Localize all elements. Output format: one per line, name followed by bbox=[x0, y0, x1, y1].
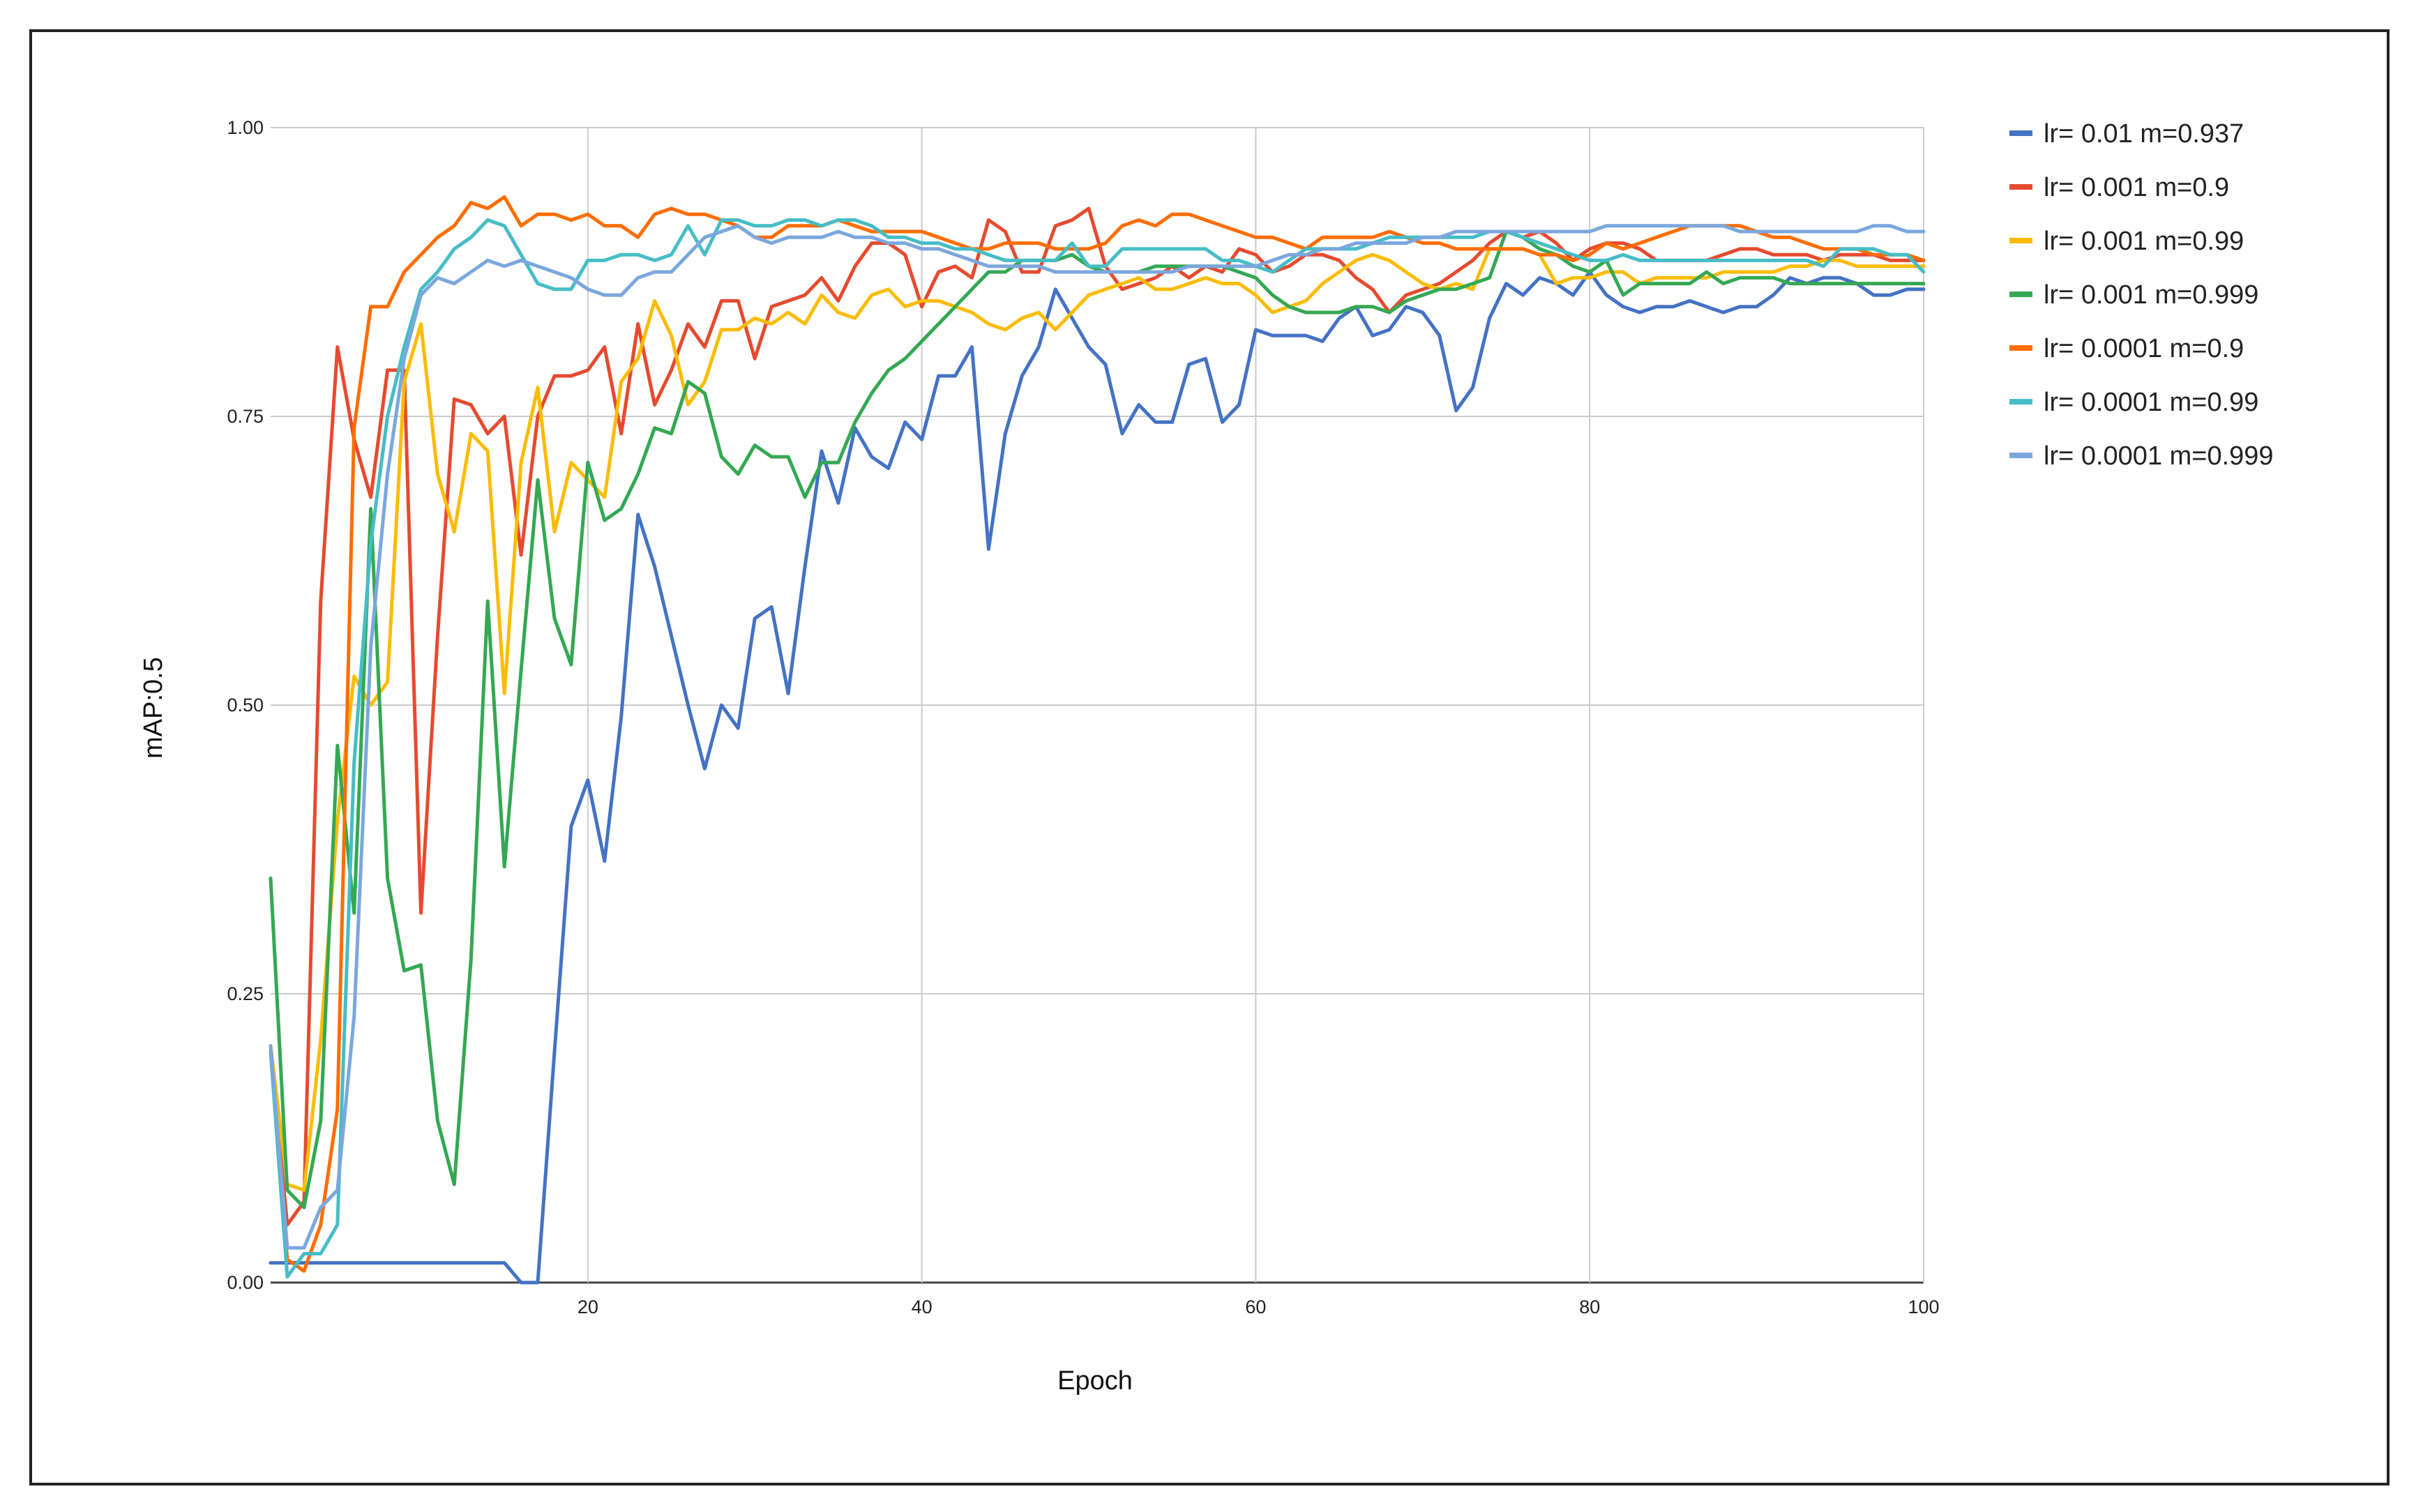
y-tick-label: 0.75 bbox=[227, 406, 264, 427]
y-axis: 0.00 0.25 0.50 0.75 1.00 bbox=[227, 117, 264, 1293]
series-lines bbox=[269, 195, 1926, 1285]
legend: lr= 0.01 m=0.937 lr= 0.001 m=0.9 lr= 0.001… bbox=[2009, 119, 2274, 471]
y-tick-label: 0.25 bbox=[227, 983, 264, 1004]
legend-entry: lr= 0.0001 m=0.999 bbox=[2044, 441, 2274, 471]
x-tick-label: 80 bbox=[1579, 1296, 1600, 1317]
x-tick-label: 100 bbox=[1908, 1296, 1939, 1317]
legend-entry: lr= 0.001 m=0.99 bbox=[2044, 227, 2244, 256]
x-tick-label: 40 bbox=[912, 1296, 933, 1317]
series-line-2 bbox=[269, 206, 1926, 1227]
grid bbox=[271, 127, 1924, 1284]
series-line-1 bbox=[269, 270, 1926, 1285]
x-axis-title: Epoch bbox=[1057, 1366, 1133, 1396]
figure-frame bbox=[29, 29, 2390, 1485]
legend-entry: lr= 0.001 m=0.999 bbox=[2044, 280, 2258, 310]
y-tick-label: 0.00 bbox=[227, 1272, 264, 1293]
y-axis-title: mAP:0.5 bbox=[139, 657, 168, 759]
x-tick-label: 20 bbox=[578, 1296, 598, 1317]
series-line-4 bbox=[269, 229, 1926, 1209]
series-line-6 bbox=[269, 218, 1926, 1279]
legend-entry: lr= 0.0001 m=0.9 bbox=[2044, 334, 2244, 363]
series-line-3 bbox=[269, 247, 1926, 1192]
legend-entry: lr= 0.01 m=0.937 bbox=[2044, 119, 2244, 149]
y-tick-label: 1.00 bbox=[227, 117, 264, 138]
legend-entry: lr= 0.001 m=0.9 bbox=[2044, 173, 2229, 202]
x-axis: 20 40 60 80 100 bbox=[578, 1296, 1940, 1317]
y-tick-label: 0.50 bbox=[227, 695, 264, 716]
x-tick-label: 60 bbox=[1245, 1296, 1266, 1317]
legend-entry: lr= 0.0001 m=0.99 bbox=[2044, 388, 2258, 417]
series-line-5 bbox=[269, 195, 1926, 1273]
series-line-7 bbox=[269, 224, 1926, 1250]
